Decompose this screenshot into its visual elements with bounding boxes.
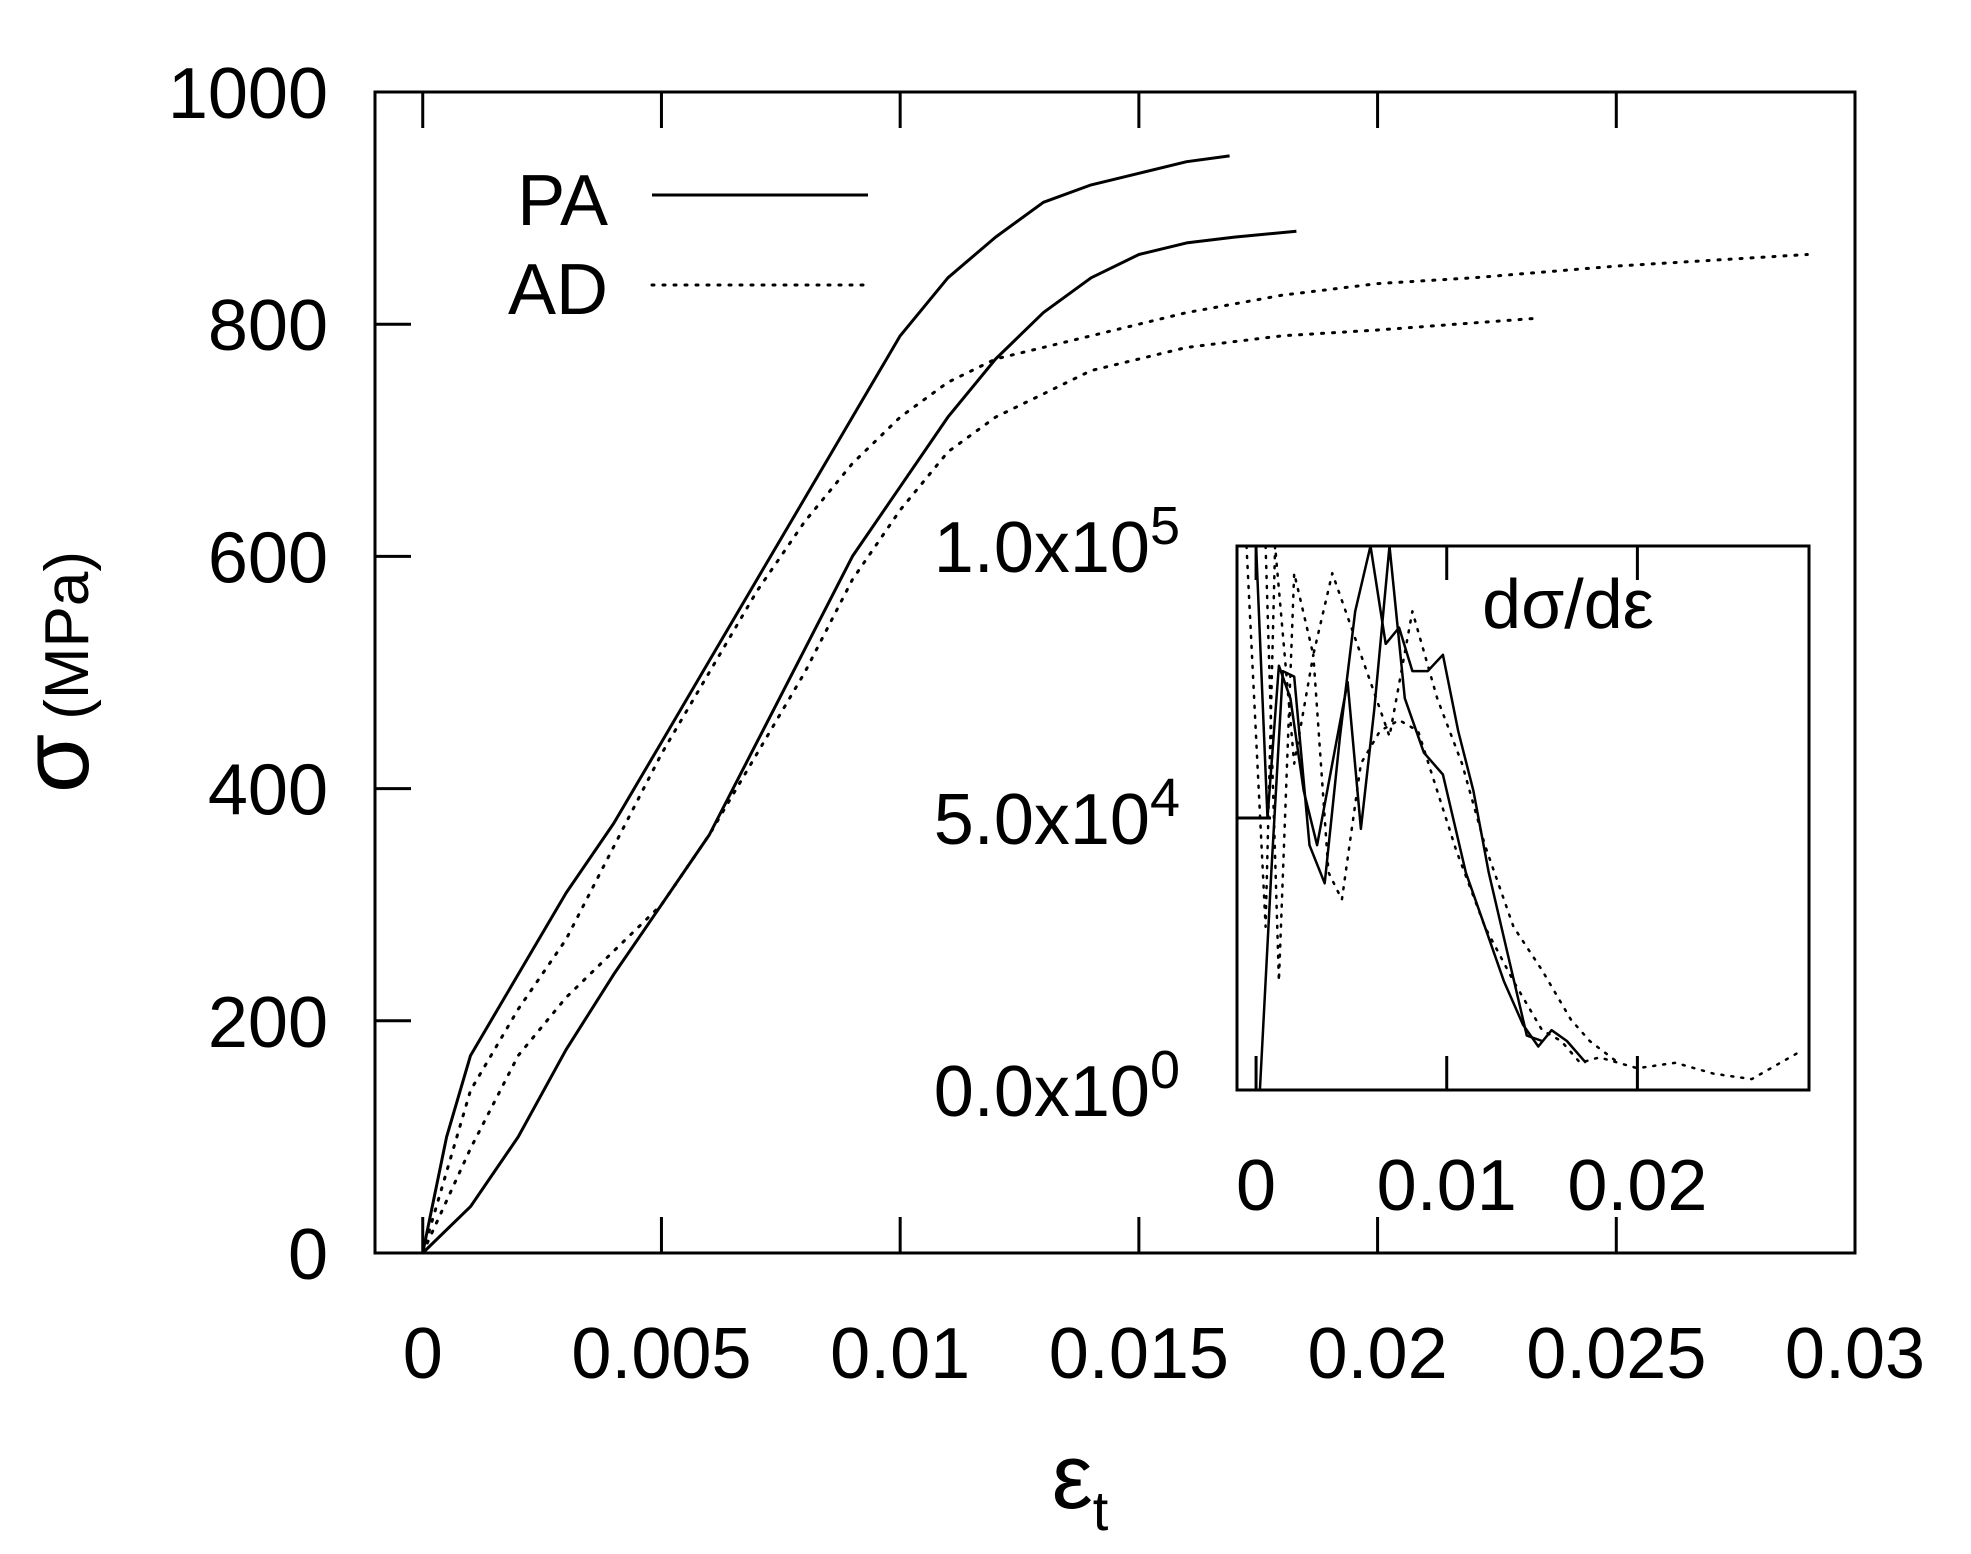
series-line-ad	[421, 316, 1537, 1255]
x-axis-label-main: ε	[1052, 1426, 1093, 1528]
inset-y-tick-label: 5.0x104	[934, 768, 1180, 860]
x-tick-label: 0.01	[830, 1314, 970, 1394]
x-tick-label: 0.015	[1049, 1314, 1229, 1394]
y-tick-label: 200	[208, 983, 328, 1063]
inset-series-line-ad	[1245, 546, 1801, 1081]
y-tick-label: 400	[208, 751, 328, 831]
inset-series-line-pa	[1258, 546, 1543, 1090]
legend-label-ad: AD	[508, 250, 608, 330]
y-tick-label: 800	[208, 286, 328, 366]
y-axis-label-unit: (MPa)	[33, 551, 102, 720]
x-tick-label: 0	[403, 1314, 443, 1394]
y-axis-label-text: σ (MPa)	[2, 551, 109, 793]
legend-label-pa: PA	[517, 161, 608, 241]
inset-y-tick-label: 1.0x105	[934, 496, 1180, 588]
series-line-pa	[421, 154, 1230, 1254]
x-tick-label: 0.025	[1526, 1314, 1706, 1394]
y-tick-label: 600	[208, 518, 328, 598]
y-axis-label: σ (MPa)	[2, 551, 109, 793]
inset-y-tick-base: 0.0x10	[934, 1052, 1150, 1132]
main-plot-frame	[373, 90, 1857, 1255]
y-tick-label: 1000	[168, 54, 328, 134]
inset-y-tick-exponent: 5	[1150, 496, 1180, 556]
y-axis-label-main: σ	[2, 734, 109, 793]
inset-y-tick-label: 0.0x100	[934, 1040, 1180, 1132]
main-series-group	[421, 154, 1809, 1255]
main-axis-ticks: 0 0.005 0.01 0.015 0.02 0.025 0.03020040060080…	[168, 54, 1925, 1394]
x-tick-label: 0.03	[1785, 1314, 1925, 1394]
inset-y-tick-base: 5.0x10	[934, 780, 1150, 860]
inset-y-tick-exponent: 0	[1150, 1040, 1180, 1100]
y-tick-label: 0	[288, 1215, 328, 1295]
series-line-ad	[421, 253, 1809, 1255]
inset-title: dσ/dε	[1482, 565, 1654, 643]
inset-x-tick-label: 0.01	[1377, 1146, 1517, 1226]
inset-x-tick-label: 0	[1236, 1146, 1276, 1226]
inset-y-tick-exponent: 4	[1150, 768, 1180, 828]
series-line-pa	[421, 229, 1297, 1255]
x-axis-label: εt	[1052, 1426, 1109, 1542]
inset-x-tick-label: 0.02	[1567, 1146, 1707, 1226]
x-tick-label: 0.02	[1308, 1314, 1448, 1394]
x-axis-label-sub: t	[1093, 1479, 1109, 1542]
inset-series-line-ad	[1264, 546, 1620, 1065]
inset-series-group	[1245, 546, 1801, 1090]
inset-y-tick-base: 1.0x10	[934, 508, 1150, 588]
x-tick-label: 0.005	[571, 1314, 751, 1394]
